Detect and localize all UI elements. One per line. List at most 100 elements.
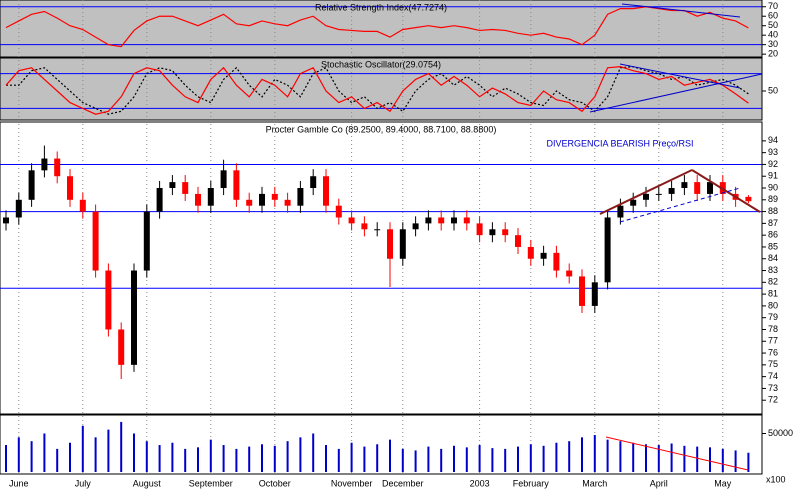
- volume-bar: [555, 442, 558, 472]
- y-tick-label: 93: [768, 147, 778, 157]
- y-tick-label: 94: [768, 135, 778, 145]
- candle-body: [3, 217, 9, 224]
- volume-bar: [69, 442, 71, 472]
- candle-body: [476, 223, 483, 236]
- candle-body: [67, 176, 73, 200]
- y-tick-label: 75: [768, 359, 778, 369]
- candle-body: [451, 217, 457, 224]
- candle-body: [643, 193, 649, 200]
- candle-body: [668, 188, 675, 194]
- y-tick-label: 78: [768, 324, 778, 334]
- volume-bar: [197, 447, 199, 472]
- x-tick-label: April: [650, 478, 668, 488]
- volume-bar: [657, 445, 660, 472]
- volume-bar: [427, 446, 430, 472]
- candle-body: [131, 270, 137, 365]
- volume-bar: [440, 448, 443, 472]
- volume-bar: [747, 452, 750, 472]
- stochastic-panel: [0, 57, 763, 121]
- volume-bar: [248, 446, 251, 472]
- x-tick-label: May: [714, 478, 732, 488]
- volume-bar: [350, 442, 353, 472]
- volume-bar: [235, 448, 238, 472]
- volume-bar: [529, 444, 532, 472]
- candle-body: [79, 199, 86, 212]
- volume-bar: [568, 441, 571, 472]
- candle-body: [387, 229, 393, 259]
- volume-bar: [337, 448, 340, 472]
- candle-body: [617, 205, 624, 218]
- candle-body: [566, 270, 573, 277]
- x-tick-label: July: [75, 478, 92, 488]
- x-tick-label: December: [382, 478, 424, 488]
- candle-body: [195, 193, 201, 206]
- volume-bar: [120, 421, 123, 472]
- volume-bar: [5, 445, 7, 472]
- y-tick-label: 76: [768, 347, 778, 357]
- volume-bar: [593, 435, 596, 472]
- volume-bar: [709, 447, 711, 472]
- y-tick-label: 91: [768, 171, 778, 181]
- candle-body: [527, 246, 534, 259]
- volume-panel: [0, 414, 763, 475]
- candle-body: [271, 193, 278, 200]
- candle-body: [323, 176, 329, 206]
- volume-bar: [171, 442, 174, 472]
- y-tick-label: 40: [768, 30, 778, 40]
- volume-bar: [273, 445, 276, 472]
- trend-line: [589, 73, 763, 113]
- volume-bar: [363, 446, 366, 472]
- candle-body: [489, 229, 496, 236]
- y-tick-label: 92: [768, 159, 778, 169]
- volume-bar: [453, 445, 455, 472]
- candle-body: [220, 170, 227, 189]
- y-tick-label: 86: [768, 230, 778, 240]
- x-tick-label: September: [189, 478, 233, 488]
- candle-body: [335, 205, 342, 218]
- volume-bar: [632, 442, 635, 472]
- candle-body: [233, 170, 240, 200]
- candle-body: [284, 199, 291, 206]
- volume-bar: [145, 441, 148, 472]
- y-tick-label: 80: [768, 300, 778, 310]
- y-tick-label: 73: [768, 383, 778, 393]
- candle-body: [41, 158, 48, 171]
- candle-body: [515, 235, 521, 247]
- candle-body: [15, 199, 22, 218]
- y-tick-label: 72: [768, 395, 778, 405]
- candle-body: [655, 193, 662, 195]
- volume-bar: [721, 448, 724, 472]
- y-tick-label: 88: [768, 206, 778, 216]
- volume-bar: [209, 439, 212, 472]
- candle-body: [591, 282, 598, 306]
- candle-body: [246, 199, 253, 206]
- candle-body: [54, 158, 61, 177]
- candle-body: [374, 229, 381, 231]
- y-tick-label: 74: [768, 371, 778, 381]
- candle-body: [143, 211, 150, 271]
- stochastic-title: Stochastic Oscillator(29.0754): [321, 59, 441, 69]
- candle-body: [169, 182, 176, 189]
- volume-bar: [696, 446, 699, 472]
- candle-body: [118, 329, 125, 365]
- price-panel: [0, 121, 763, 415]
- volume-bar: [56, 448, 59, 472]
- volume-bar: [81, 425, 84, 472]
- candle-body: [604, 217, 611, 283]
- volume-bar: [389, 439, 391, 472]
- trend-line: [605, 436, 749, 471]
- trend-line: [599, 169, 693, 215]
- candle-body: [463, 217, 470, 224]
- volume-bar: [670, 443, 673, 472]
- candle-body: [399, 229, 406, 259]
- candle-body: [105, 270, 112, 330]
- volume-bar: [299, 437, 302, 472]
- volume-unit: x100: [766, 474, 786, 484]
- volume-bar: [465, 447, 468, 472]
- y-tick-label: 83: [768, 265, 778, 275]
- volume-bar: [401, 448, 404, 472]
- volume-bar: [734, 450, 737, 472]
- candle-body: [310, 176, 317, 189]
- y-tick-label: 81: [768, 288, 778, 298]
